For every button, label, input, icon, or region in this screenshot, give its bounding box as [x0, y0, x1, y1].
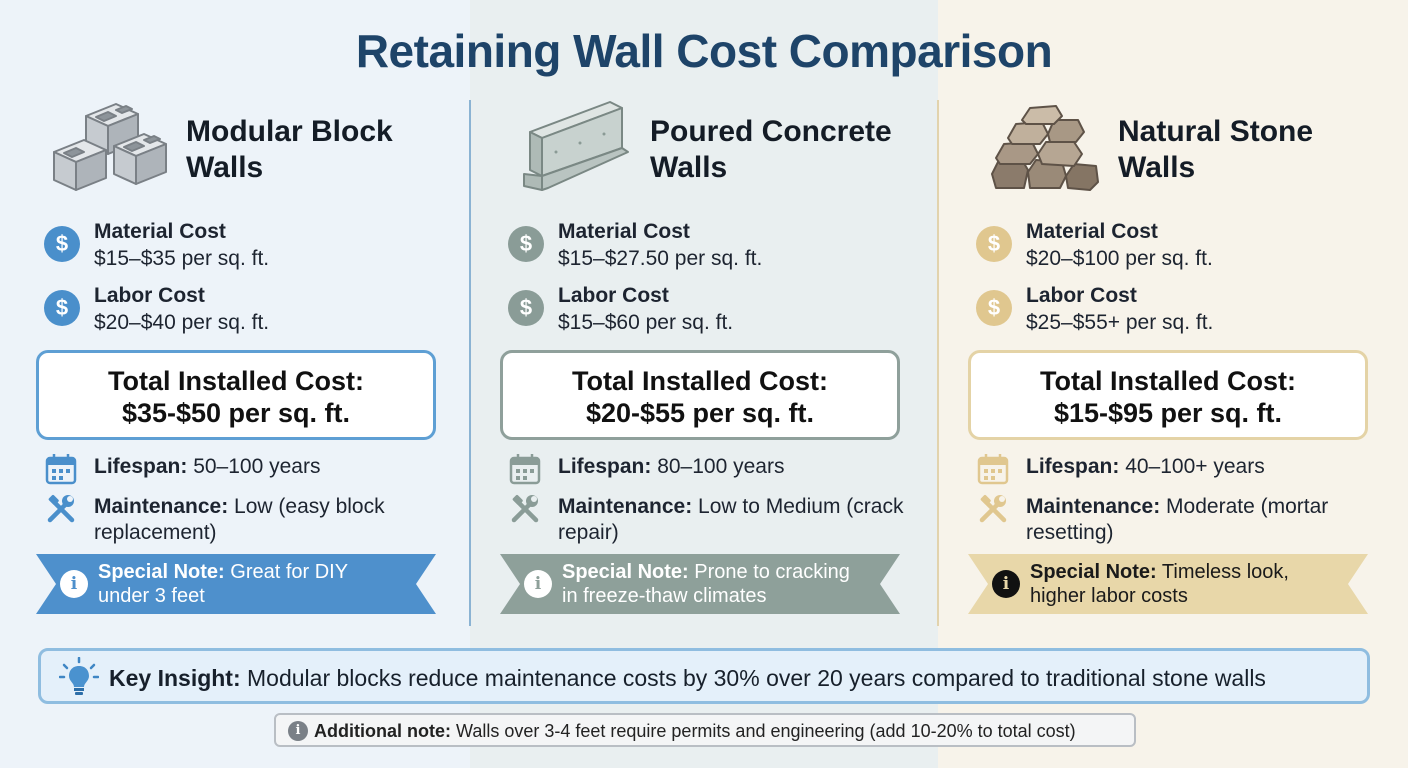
material-cost-label: Material Cost [1026, 220, 1158, 243]
wrench-screwdriver-icon [47, 494, 75, 523]
lifespan-row: Lifespan: 50–100 years [36, 450, 456, 490]
labor-cost-label: Labor Cost [1026, 284, 1137, 307]
special-note-text: Special Note: Prone to cracking in freez… [562, 561, 850, 607]
dollar-icon: $ [976, 226, 1012, 262]
maintenance-text: Maintenance: Moderate (mortar resetting) [1026, 495, 1329, 544]
natural-stone-column: Natural Stone Walls $ Material Cost $20–… [968, 96, 1388, 614]
wrench-screwdriver-icon [979, 494, 1007, 523]
total-cost-value: $15-$95 per sq. ft. [1053, 398, 1283, 428]
additional-note-box: i Additional note: Walls over 3-4 feet r… [274, 713, 1136, 747]
material-cost-row: $ Material Cost $15–$35 per sq. ft. [36, 220, 456, 284]
labor-cost-label: Labor Cost [94, 284, 205, 307]
maintenance-row: Maintenance: Moderate (mortar resetting) [968, 490, 1388, 548]
material-cost-row: $ Material Cost $20–$100 per sq. ft. [968, 220, 1388, 284]
info-icon: i [60, 570, 88, 598]
column-divider [469, 100, 471, 626]
labor-cost-value: $20–$40 per sq. ft. [94, 311, 270, 334]
total-cost-label: Total Installed Cost: [571, 366, 828, 396]
maintenance-text: Maintenance: Low (easy block replacement… [94, 495, 385, 544]
dollar-icon: $ [44, 226, 80, 262]
cinder-blocks-icon [53, 103, 167, 191]
labor-cost-label: Labor Cost [558, 284, 669, 307]
dollar-icon: $ [508, 226, 544, 262]
column-title: Natural Stone Walls [1118, 115, 1314, 184]
material-cost-label: Material Cost [94, 220, 226, 243]
lifespan-text: Lifespan: 80–100 years [558, 455, 785, 478]
key-insight-text: Key Insight: Modular blocks reduce maint… [109, 665, 1266, 691]
lightbulb-icon [59, 657, 99, 695]
calendar-icon [977, 454, 1009, 485]
wrench-screwdriver-icon [511, 494, 539, 523]
total-installed-cost-box: Total Installed Cost: $35-$50 per sq. ft… [36, 350, 436, 440]
total-cost-label: Total Installed Cost: [107, 366, 364, 396]
material-cost-value: $20–$100 per sq. ft. [1026, 247, 1213, 270]
dollar-icon: $ [508, 290, 544, 326]
special-note-banner: i Special Note: Prone to cracking in fre… [500, 554, 900, 614]
modular-block-column: Modular Block Walls $ Material Cost $15–… [36, 96, 456, 614]
poured-concrete-column: Poured Concrete Walls $ Material Cost $1… [500, 96, 920, 614]
info-icon: i [992, 570, 1020, 598]
maintenance-row: Maintenance: Low (easy block replacement… [36, 490, 456, 548]
special-note-text: Special Note: Great for DIY under 3 feet [98, 561, 348, 607]
column-title: Poured Concrete Walls [650, 115, 892, 184]
lifespan-row: Lifespan: 40–100+ years [968, 450, 1388, 490]
labor-cost-value: $25–$55+ per sq. ft. [1026, 311, 1214, 334]
additional-note-text: Additional note: Walls over 3-4 feet req… [314, 721, 1076, 741]
lifespan-text: Lifespan: 50–100 years [94, 455, 321, 478]
total-installed-cost-box: Total Installed Cost: $20-$55 per sq. ft… [500, 350, 900, 440]
dollar-icon: $ [976, 290, 1012, 326]
special-note-banner: i Special Note: Timeless look, higher la… [968, 554, 1368, 614]
total-installed-cost-box: Total Installed Cost: $15-$95 per sq. ft… [968, 350, 1368, 440]
labor-cost-row: $ Labor Cost $25–$55+ per sq. ft. [968, 284, 1388, 348]
calendar-icon [509, 454, 541, 485]
maintenance-row: Maintenance: Low to Medium (crack repair… [500, 490, 920, 548]
material-cost-label: Material Cost [558, 220, 690, 243]
concrete-barrier-icon [523, 101, 629, 191]
page-title: Retaining Wall Cost Comparison [355, 25, 1053, 77]
lifespan-row: Lifespan: 80–100 years [500, 450, 920, 490]
material-cost-row: $ Material Cost $15–$27.50 per sq. ft. [500, 220, 920, 284]
material-cost-value: $15–$27.50 per sq. ft. [558, 247, 763, 270]
info-icon: i [288, 721, 308, 741]
labor-cost-row: $ Labor Cost $15–$60 per sq. ft. [500, 284, 920, 348]
info-icon: i [524, 570, 552, 598]
column-divider [937, 100, 939, 626]
maintenance-text: Maintenance: Low to Medium (crack repair… [558, 495, 904, 544]
special-note-text: Special Note: Timeless look, higher labo… [1030, 561, 1289, 607]
dollar-icon: $ [44, 290, 80, 326]
lifespan-text: Lifespan: 40–100+ years [1026, 455, 1265, 478]
stacked-stones-icon [991, 105, 1099, 191]
total-cost-value: $20-$55 per sq. ft. [585, 398, 815, 428]
labor-cost-value: $15–$60 per sq. ft. [558, 311, 734, 334]
calendar-icon [45, 454, 77, 485]
labor-cost-row: $ Labor Cost $20–$40 per sq. ft. [36, 284, 456, 348]
special-note-banner: i Special Note: Great for DIY under 3 fe… [36, 554, 436, 614]
total-cost-value: $35-$50 per sq. ft. [121, 398, 351, 428]
key-insight-banner: Key Insight: Modular blocks reduce maint… [38, 648, 1370, 704]
material-cost-value: $15–$35 per sq. ft. [94, 247, 270, 270]
column-title: Modular Block Walls [186, 115, 393, 184]
total-cost-label: Total Installed Cost: [1039, 366, 1296, 396]
